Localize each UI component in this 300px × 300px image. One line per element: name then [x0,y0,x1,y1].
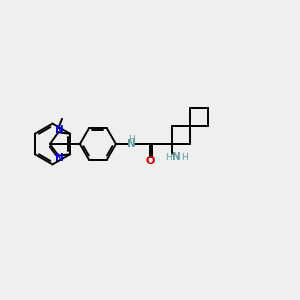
Text: H: H [128,135,135,144]
Text: N: N [172,152,181,162]
Text: N: N [127,139,136,149]
Text: H: H [181,153,188,162]
Text: N: N [55,125,63,135]
Text: N: N [55,153,63,163]
Text: H: H [165,153,172,162]
Text: O: O [146,156,155,166]
